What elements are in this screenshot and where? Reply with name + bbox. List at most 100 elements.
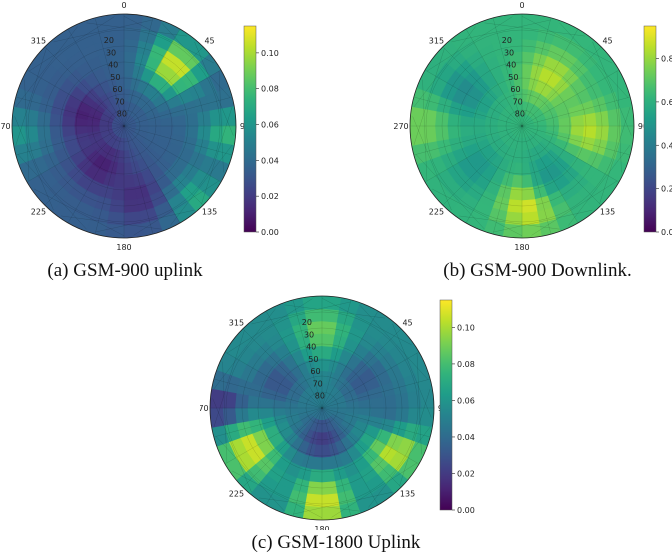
heatmap-cells: [410, 14, 634, 238]
mesh-ring: [289, 375, 355, 441]
azimuth-label-45: 45: [602, 36, 612, 45]
heatmap-cell: [595, 110, 610, 127]
heatmap-cell: [172, 114, 187, 127]
mesh-chord: [24, 79, 30, 181]
polar-heatmap-a: 04590135180225270315203040506070800.000.…: [0, 1, 279, 252]
colorbar: [243, 25, 257, 233]
colorbar-tick-label: 0.06: [457, 396, 475, 405]
mesh-ring: [489, 93, 555, 159]
azimuth-label-270: 270: [0, 122, 11, 131]
polar-frame: [11, 13, 237, 239]
mesh-spoke: [26, 69, 125, 127]
mesh-spoke: [123, 125, 154, 235]
elevation-label-80: 80: [315, 392, 325, 401]
mesh-chord: [416, 353, 422, 455]
mesh-spoke: [67, 125, 125, 224]
heatmap-cell: [446, 125, 462, 140]
azimuth-label-180: 180: [514, 243, 529, 250]
mesh-spoke: [424, 69, 523, 127]
heatmap-cell: [521, 223, 542, 238]
azimuth-label-180: 180: [314, 525, 329, 530]
heatmap-cell: [197, 110, 212, 127]
mesh-spoke: [123, 46, 204, 127]
mesh-spoke: [321, 407, 379, 506]
mesh-spoke: [321, 310, 379, 409]
heatmap-cell: [234, 407, 249, 424]
mesh-spoke: [123, 69, 222, 127]
mesh-chord: [431, 188, 523, 236]
azimuth-label-270: 270: [393, 122, 408, 131]
polar-heatmap-b: 0 45 90 135 180 225 270 315 20 30 40 50 60 70 80 0.0 0.2…: [393, 1, 672, 252]
colorbar: [643, 25, 657, 233]
mesh-chord: [359, 304, 429, 380]
mesh-ring: [305, 391, 339, 425]
mesh-ring: [27, 29, 221, 223]
colorbar-tick-label: 0.6: [661, 98, 672, 107]
mesh-chord: [422, 79, 428, 181]
heatmap-cell: [395, 392, 410, 409]
mesh-spoke: [123, 125, 222, 183]
mesh-spoke: [265, 407, 323, 506]
heatmap-cell: [321, 505, 342, 520]
triangulation-mesh: [12, 14, 236, 238]
elevation-label-20: 20: [302, 318, 312, 327]
heatmap-cell: [197, 125, 212, 142]
panel-c: 04590135180225270315203040506070800.000.…: [193, 283, 490, 534]
mesh-chord: [251, 301, 351, 325]
mesh-chord: [215, 436, 285, 512]
heatmap-cell: [123, 38, 140, 53]
mesh-spoke: [465, 28, 523, 127]
heatmap-cell: [370, 396, 385, 409]
colorbar-tick-label: 0.8: [661, 55, 672, 64]
azimuth-label-45: 45: [204, 36, 214, 45]
mesh-chord: [14, 116, 54, 211]
heatmap-cell: [321, 468, 336, 484]
heatmap-cell: [321, 481, 338, 496]
mesh-chord: [15, 26, 78, 108]
mesh-chord: [293, 491, 393, 515]
colorbar-tick-label: 0.02: [261, 192, 279, 201]
mesh-chord: [222, 361, 228, 463]
heatmap-cell: [123, 199, 140, 214]
mesh-spoke: [321, 378, 431, 409]
mesh-spoke: [123, 17, 154, 127]
elevation-label-50: 50: [308, 355, 318, 364]
heatmap-cell: [582, 112, 598, 127]
heatmap-cell: [395, 407, 410, 424]
mesh-chord: [521, 16, 613, 64]
heatmap-cell: [321, 320, 338, 335]
mesh-ring: [441, 45, 603, 207]
azimuth-label-270: 270: [200, 404, 209, 413]
mesh-chord: [226, 298, 313, 354]
mesh-spoke: [424, 125, 523, 183]
colorbar-tick-label: 0.08: [457, 360, 475, 369]
mesh-spoke: [521, 125, 602, 206]
mesh-spoke: [265, 310, 323, 409]
mesh-chord: [201, 106, 233, 204]
mesh-spoke: [292, 407, 323, 517]
mesh-spoke: [242, 407, 323, 488]
mesh-spoke: [413, 96, 523, 127]
heatmap-cell: [302, 296, 323, 311]
heatmap-cells: [210, 296, 434, 520]
mesh-chord: [368, 426, 431, 508]
mesh-chord: [161, 22, 231, 98]
mesh-spoke: [521, 69, 620, 127]
mesh-chord: [399, 388, 431, 486]
colorbar-tick-label: 0.06: [261, 121, 279, 130]
mesh-chord: [592, 41, 632, 136]
heatmap-cell: [321, 456, 334, 471]
heatmap-cell: [246, 407, 262, 422]
colorbar-tick-label: 0.04: [457, 433, 475, 442]
mesh-spoke: [15, 96, 125, 127]
mesh-spoke: [213, 407, 323, 438]
caption-c: (c) GSM-1800 Uplink: [251, 532, 421, 553]
mesh-chord: [484, 22, 585, 37]
colorbar-tick-label: 0.00: [457, 506, 475, 515]
mesh-spoke: [26, 125, 125, 183]
triangulation-mesh: [210, 296, 434, 520]
mesh-spoke: [224, 351, 323, 409]
mesh-spoke: [321, 407, 431, 438]
mesh-chord: [331, 462, 418, 518]
mesh-spoke: [321, 407, 402, 488]
